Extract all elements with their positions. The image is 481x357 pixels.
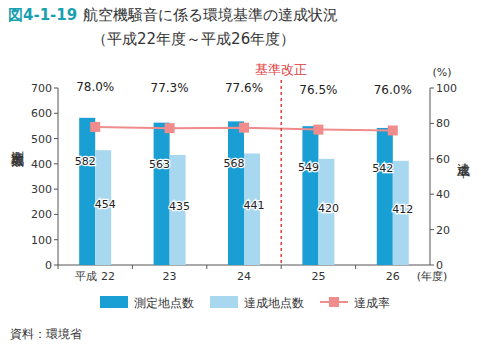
legend-label: 測定地点数 <box>134 296 194 310</box>
legend-label: 達成率 <box>354 296 390 310</box>
y-tick <box>54 88 58 89</box>
legend-swatch <box>210 296 238 308</box>
marks <box>79 118 409 265</box>
bar-label: 563 <box>149 158 170 171</box>
y2-tick-label: 20 <box>436 224 450 237</box>
y-tick-label: 100 <box>31 234 52 247</box>
y2-tick-label: 40 <box>436 188 450 201</box>
bar-label: 420 <box>318 202 339 215</box>
bar-label: 454 <box>95 198 116 211</box>
legend-label: 達成地点数 <box>244 296 304 310</box>
x-tick-label: 23 <box>163 270 177 283</box>
bar-label: 412 <box>392 203 413 216</box>
subtitle: （平成22年度～平成26年度） <box>92 30 295 48</box>
line-label: 76.5% <box>299 83 337 97</box>
y-axis <box>58 88 59 265</box>
title: 図4-1-19航空機騒音に係る環境基準の達成状況 <box>8 6 338 24</box>
bar <box>377 128 393 265</box>
bar-label: 441 <box>244 199 265 212</box>
point <box>239 123 249 133</box>
x-tick <box>206 265 207 269</box>
y-tick <box>54 163 58 164</box>
y-tick <box>54 214 58 215</box>
bar-label: 568 <box>224 157 245 170</box>
y-tick-label: 400 <box>31 158 52 171</box>
point <box>313 125 323 135</box>
point <box>165 123 175 133</box>
bar-label: 542 <box>372 162 393 175</box>
line-label: 77.3% <box>151 81 189 95</box>
x-tick <box>281 265 282 269</box>
source: 資料：環境省 <box>10 327 82 341</box>
bar <box>302 126 318 265</box>
y-label: 測定地点数 <box>11 140 26 168</box>
annotation-line <box>280 80 282 265</box>
x-tick-label: 26 <box>386 270 400 283</box>
y2-tick <box>430 194 434 195</box>
x-tick <box>355 265 356 269</box>
y2-tick-label: 60 <box>436 153 450 166</box>
y-tick-label: 200 <box>31 208 52 221</box>
y-tick-label: 300 <box>31 183 52 196</box>
y2-axis <box>430 88 431 265</box>
bar <box>154 123 170 265</box>
y2-tick <box>430 123 434 124</box>
chart: 図4-1-19航空機騒音に係る環境基準の達成状況 （平成22年度～平成26年度） 0… <box>0 0 481 357</box>
y-tick <box>54 189 58 190</box>
x-tick <box>58 265 59 269</box>
x-tick-label: 24 <box>237 270 251 283</box>
x-tick-label: 25 <box>311 270 325 283</box>
x-label: (年度) <box>417 270 448 283</box>
y2-tick <box>430 158 434 159</box>
y-tick-label: 600 <box>31 107 52 120</box>
y-tick-label: 500 <box>31 133 52 146</box>
y-tick <box>54 265 58 266</box>
y2-tick <box>430 229 434 230</box>
x-tick <box>132 265 133 269</box>
y2-label: 達成率 <box>457 152 472 179</box>
y-tick <box>54 113 58 114</box>
point <box>388 125 398 135</box>
line-label: 78.0% <box>76 80 114 94</box>
legend-swatch <box>100 296 128 308</box>
y-tick-label: 700 <box>31 82 52 95</box>
line-label: 76.0% <box>374 83 412 97</box>
bar <box>228 121 244 265</box>
labels: 582 563 568 549 542 454 435 441 420 412 78.0% 77.3%… <box>75 80 414 216</box>
bar-label: 549 <box>298 161 319 174</box>
x-tick-label: 平成 22 <box>75 270 115 283</box>
point <box>90 122 100 132</box>
y-tick <box>54 239 58 240</box>
annotation: 基準改正 <box>255 62 307 77</box>
y2-unit: (%) <box>432 66 451 79</box>
bar <box>79 118 95 265</box>
y2-tick <box>430 265 434 266</box>
y-tick <box>54 138 58 139</box>
y-tick-label: 0 <box>45 259 52 272</box>
bar-label: 582 <box>75 155 96 168</box>
legend-marker <box>329 297 339 307</box>
y2-tick-label: 100 <box>436 82 457 95</box>
y2-tick-label: 80 <box>436 117 450 130</box>
y2-tick <box>430 88 434 89</box>
line-label: 77.6% <box>225 81 263 95</box>
bar-label: 435 <box>169 200 190 213</box>
